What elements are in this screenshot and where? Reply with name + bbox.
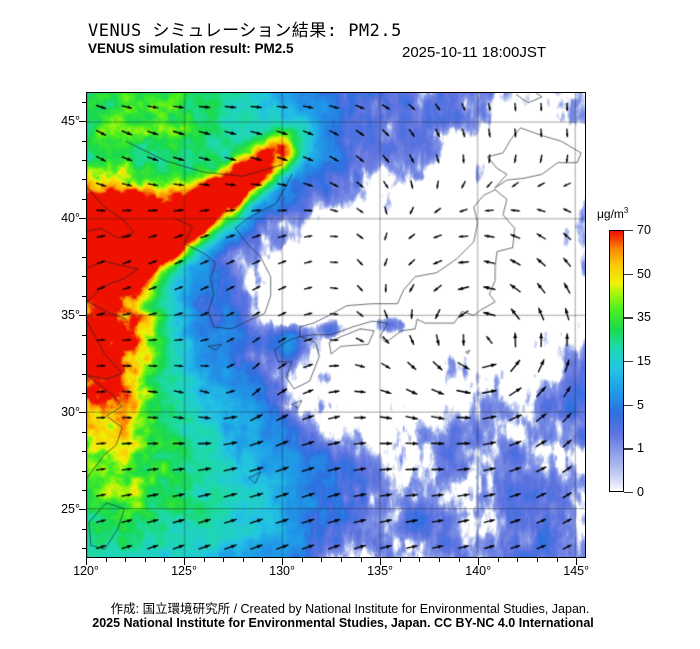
x-tick-138 bbox=[438, 558, 440, 562]
y-tick-30 bbox=[79, 412, 86, 414]
y-tick-44 bbox=[82, 140, 86, 142]
colorbar-unit-label: μg/m3 bbox=[597, 206, 628, 221]
colorbar-tick-70 bbox=[624, 230, 633, 232]
x-tick-133 bbox=[340, 558, 342, 562]
x-axis-label-120: 120° bbox=[73, 564, 99, 578]
y-tick-29 bbox=[82, 431, 86, 433]
colorbar-label-15: 15 bbox=[637, 354, 651, 368]
y-axis-label-45: 45° bbox=[61, 114, 80, 129]
y-tick-27 bbox=[82, 470, 86, 472]
colorbar-tick-5 bbox=[624, 404, 633, 407]
x-tick-127 bbox=[223, 558, 225, 562]
colorbar-tick-35 bbox=[624, 317, 633, 319]
x-tick-143 bbox=[536, 558, 538, 562]
x-tick-142 bbox=[517, 558, 519, 562]
y-tick-40 bbox=[79, 218, 86, 220]
timestamp-label: 2025-10-11 18:00JST bbox=[402, 44, 546, 61]
colorbar-label-70: 70 bbox=[637, 223, 651, 237]
x-tick-132 bbox=[321, 558, 323, 562]
pm25-map-plot[interactable] bbox=[86, 92, 586, 558]
y-tick-24 bbox=[82, 528, 86, 530]
x-tick-137 bbox=[419, 558, 421, 562]
x-tick-140 bbox=[478, 558, 480, 565]
x-tick-139 bbox=[458, 558, 460, 562]
y-axis-label-30: 30° bbox=[61, 405, 80, 420]
y-tick-32 bbox=[82, 373, 86, 375]
y-tick-36 bbox=[82, 295, 86, 297]
x-axis-label-140: 140° bbox=[465, 564, 492, 578]
x-tick-135 bbox=[380, 558, 382, 565]
y-tick-26 bbox=[82, 490, 86, 492]
x-tick-136 bbox=[399, 558, 401, 562]
x-tick-122 bbox=[125, 558, 127, 562]
colorbar-tick-50 bbox=[624, 273, 633, 276]
colorbar-tick-0 bbox=[624, 492, 633, 494]
colorbar-label-1: 1 bbox=[637, 441, 644, 456]
y-tick-31 bbox=[82, 392, 86, 394]
y-tick-34 bbox=[82, 334, 86, 336]
y-tick-25 bbox=[79, 509, 86, 511]
page-title-japanese: VENUS シミュレーション結果: PM2.5 bbox=[88, 21, 402, 41]
colorbar-unit-exponent: 3 bbox=[623, 206, 629, 215]
y-tick-41 bbox=[82, 198, 86, 200]
x-axis-label-130: 130° bbox=[269, 564, 296, 578]
y-tick-46 bbox=[82, 101, 86, 103]
x-tick-124 bbox=[164, 558, 166, 562]
x-tick-128 bbox=[242, 558, 244, 562]
y-tick-35 bbox=[79, 315, 86, 317]
y-tick-23 bbox=[82, 548, 86, 550]
x-axis-label-135: 135° bbox=[367, 564, 394, 578]
colorbar-label-5: 5 bbox=[637, 397, 644, 412]
x-axis-label-145: 145° bbox=[563, 564, 590, 578]
y-tick-28 bbox=[82, 451, 86, 453]
x-tick-130 bbox=[282, 558, 284, 565]
colorbar-label-35: 35 bbox=[637, 310, 651, 325]
x-tick-134 bbox=[360, 558, 362, 562]
colorbar-label-0: 0 bbox=[637, 485, 644, 499]
y-tick-37 bbox=[82, 276, 86, 278]
colorbar-label-50: 50 bbox=[637, 266, 651, 281]
y-tick-45 bbox=[79, 121, 86, 123]
credit-line-english: 2025 National Institute for Environmenta… bbox=[0, 616, 700, 630]
x-tick-125 bbox=[184, 558, 186, 565]
x-tick-129 bbox=[262, 558, 264, 562]
page-title-english: VENUS simulation result: PM2.5 bbox=[88, 41, 294, 56]
x-tick-123 bbox=[144, 558, 146, 562]
colorbar-unit-text: μg/m bbox=[597, 207, 624, 221]
x-tick-141 bbox=[497, 558, 499, 562]
y-tick-38 bbox=[82, 257, 86, 259]
x-tick-145 bbox=[576, 558, 578, 565]
x-tick-120 bbox=[86, 558, 87, 565]
x-axis-label-125: 125° bbox=[171, 564, 197, 578]
pm25-concentration-field bbox=[87, 93, 585, 557]
y-axis-label-40: 40° bbox=[61, 211, 80, 226]
x-tick-121 bbox=[105, 558, 107, 562]
y-tick-33 bbox=[82, 354, 86, 356]
y-tick-42 bbox=[82, 179, 86, 181]
colorbar-tick-1 bbox=[624, 448, 633, 450]
x-tick-144 bbox=[556, 558, 558, 562]
x-tick-126 bbox=[203, 558, 205, 562]
y-axis-label-35: 35° bbox=[61, 308, 80, 323]
y-axis-label-25: 25° bbox=[61, 502, 80, 517]
pm25-colorbar[interactable] bbox=[609, 230, 624, 492]
colorbar-tick-15 bbox=[624, 361, 633, 363]
y-tick-43 bbox=[82, 159, 86, 161]
credit-line-japanese: 作成: 国立環境研究所 / Created by National Instit… bbox=[110, 602, 590, 616]
x-tick-131 bbox=[301, 558, 303, 562]
y-tick-39 bbox=[82, 237, 86, 239]
credit-line-english-text: 2025 National Institute for Environmenta… bbox=[92, 616, 594, 630]
